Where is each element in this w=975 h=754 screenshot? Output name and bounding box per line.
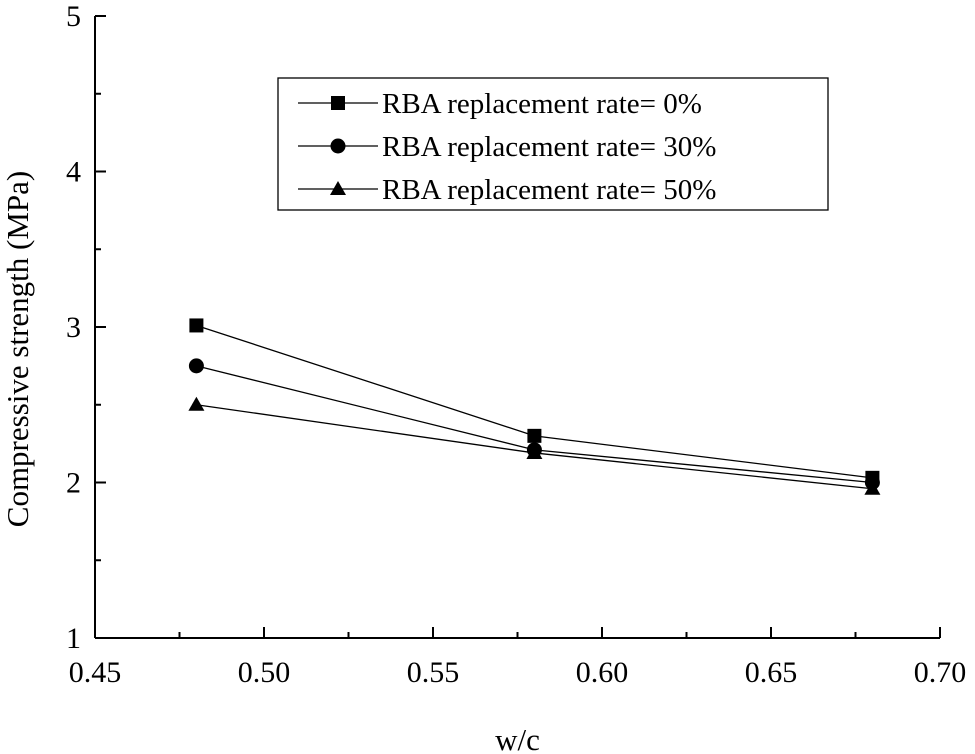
x-axis-title: w/c xyxy=(495,722,540,754)
legend-label: RBA replacement rate= 50% xyxy=(382,174,716,206)
series-layer xyxy=(188,318,881,495)
x-tick-label: 0.65 xyxy=(745,656,798,689)
x-tick-label: 0.55 xyxy=(407,656,460,689)
legend-label: RBA replacement rate= 30% xyxy=(382,131,716,163)
data-point xyxy=(526,444,543,459)
y-tick-label: 5 xyxy=(66,0,81,33)
x-tick-label: 0.70 xyxy=(914,656,967,689)
series-1 xyxy=(188,358,880,490)
legend: RBA replacement rate= 0% RBA replacement … xyxy=(277,77,829,211)
y-tick-label: 1 xyxy=(66,622,81,655)
y-tick-label: 4 xyxy=(66,156,81,189)
legend-marker xyxy=(330,181,346,195)
y-tick-label: 2 xyxy=(66,467,81,500)
legend-box xyxy=(277,77,829,211)
y-axis-title: Compressive strength (MPa) xyxy=(0,171,35,527)
legend-marker xyxy=(330,138,346,154)
legend-label: RBA replacement rate= 0% xyxy=(382,88,702,120)
data-point xyxy=(527,428,542,443)
series-2 xyxy=(188,396,881,495)
data-point xyxy=(189,318,204,333)
legend-marker xyxy=(331,96,345,110)
x-tick-label: 0.60 xyxy=(576,656,629,689)
x-tick-label: 0.50 xyxy=(238,656,291,689)
x-tick-label: 0.45 xyxy=(69,656,122,689)
series-0 xyxy=(189,318,880,485)
data-point xyxy=(188,396,205,411)
y-tick-label: 3 xyxy=(66,311,81,344)
data-point xyxy=(188,358,204,374)
data-point xyxy=(864,480,881,495)
axes: 0.45 0.50 0.55 0.60 0.65 0.70 1 2 3 4 5 xyxy=(66,0,966,689)
